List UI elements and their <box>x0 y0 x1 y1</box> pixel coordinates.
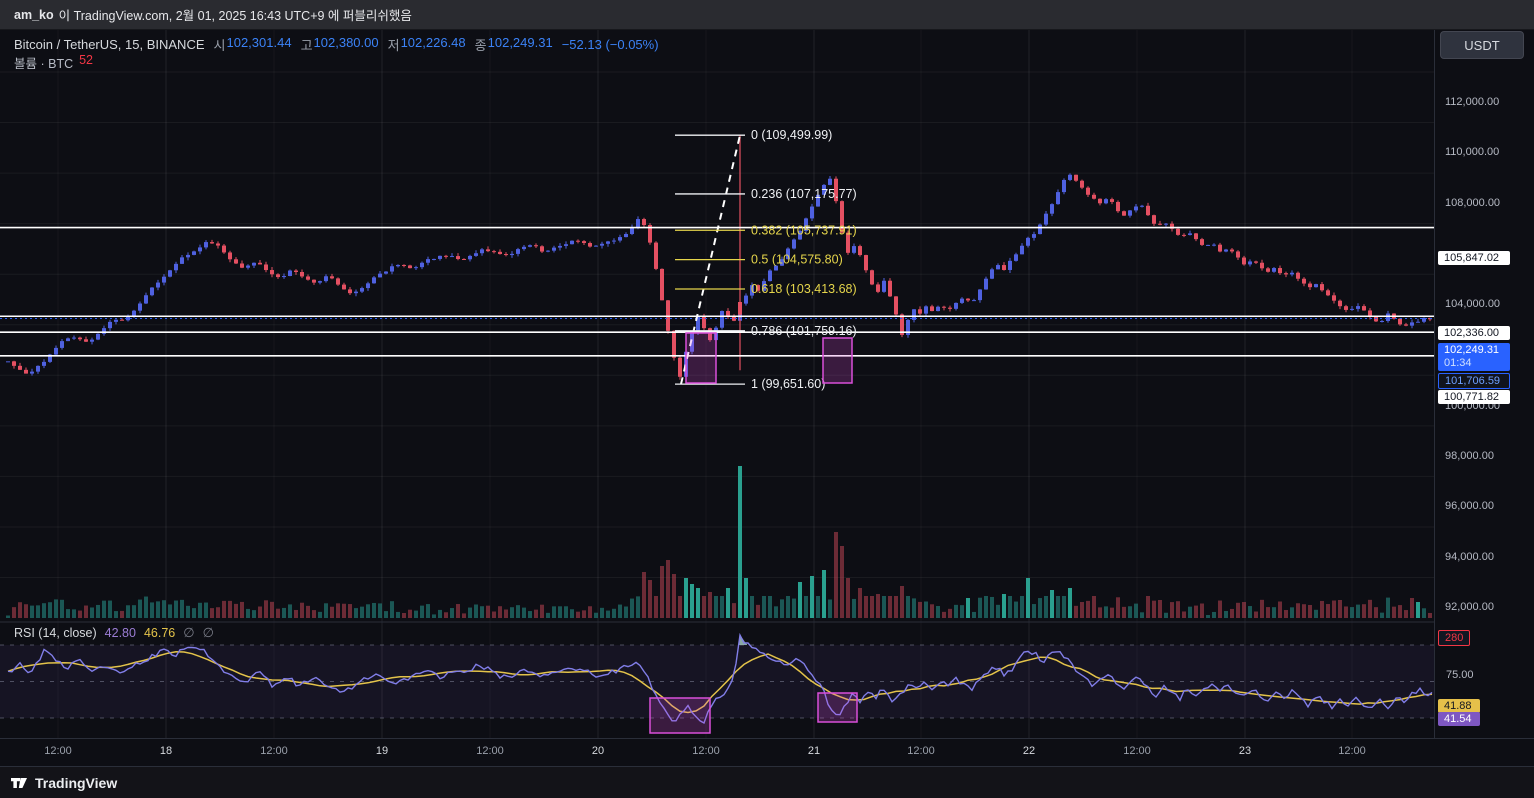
axis-badge-blue: 102,249.31 01:34 <box>1438 343 1510 371</box>
rsi-title[interactable]: RSI (14, close) <box>14 626 97 640</box>
ohlc-close: 종 102,249.31 <box>474 35 553 53</box>
price-axis-tick: 98,000.00 <box>1445 450 1494 462</box>
axis-badge-white: 105,847.02 <box>1438 251 1510 265</box>
time-tick-day: 18 <box>159 745 173 757</box>
rsi-line <box>7 632 1433 725</box>
axis-badge-white: 102,336.00 <box>1438 326 1510 340</box>
ohlc-open: 시 102,301.44 <box>213 35 292 53</box>
fib-level-label: 1 (99,651.60) <box>751 377 825 391</box>
time-tick-day: 22 <box>1022 745 1036 757</box>
time-tick: 12:00 <box>1123 745 1151 757</box>
axis-badge-yellow: 41.88 <box>1438 699 1480 713</box>
publish-info-text: 이 TradingView.com, 2월 01, 2025 16:43 UTC… <box>58 9 412 23</box>
eye-icon[interactable]: ∅ <box>183 625 195 640</box>
time-tick-day: 23 <box>1238 745 1252 757</box>
time-tick-day: 21 <box>807 745 821 757</box>
axis-badge-plain: 75.00 <box>1446 669 1474 681</box>
axis-badge-outline: 101,706.59 <box>1438 373 1510 389</box>
ohlc-high: 고 102,380.00 <box>300 35 379 53</box>
price-change: −52.13 (−0.05%) <box>561 37 659 52</box>
volume-label: 볼륨 · BTC <box>14 57 74 71</box>
time-tick-day: 20 <box>591 745 605 757</box>
price-axis-tick: 96,000.00 <box>1445 500 1494 512</box>
highlight-box[interactable] <box>817 692 858 723</box>
time-tick: 12:00 <box>1338 745 1366 757</box>
volume-legend[interactable]: 볼륨 · BTC 52 <box>14 53 93 72</box>
time-tick: 12:00 <box>260 745 288 757</box>
rsi-value: 42.80 <box>104 626 136 640</box>
price-axis-tick: 112,000.00 <box>1445 96 1500 108</box>
highlight-box[interactable] <box>649 697 711 734</box>
symbol-title[interactable]: Bitcoin / TetherUS, 15, BINANCE <box>14 37 205 52</box>
fib-level-label: 0.382 (105,737.91) <box>751 223 857 237</box>
price-axis-tick: 110,000.00 <box>1445 146 1500 158</box>
fib-retracement[interactable]: 0 (109,499.99) 0.236 (107,175.77) 0.382 (1… <box>675 128 857 391</box>
footer-bar: TradingView <box>0 766 1534 798</box>
rsi-band-layer <box>0 644 1434 719</box>
rsi-ma-value: 46.76 <box>143 626 176 640</box>
time-tick: 12:00 <box>692 745 720 757</box>
price-axis[interactable]: 112,000.00 110,000.00 108,000.00 104,000.00… <box>1434 30 1534 754</box>
fib-trend-line[interactable] <box>680 134 741 385</box>
time-tick: 12:00 <box>44 745 72 757</box>
tradingview-logo-icon[interactable] <box>10 774 28 792</box>
symbol-legend[interactable]: Bitcoin / TetherUS, 15, BINANCE 시 102,30… <box>14 35 659 54</box>
publisher-username[interactable]: am_ko <box>14 7 54 22</box>
axis-badge-purple: 41.54 <box>1438 712 1480 726</box>
rsi-ma-line <box>7 651 1433 714</box>
volume-layer <box>6 466 1432 618</box>
fib-level-label: 0.5 (104,575.80) <box>751 253 843 267</box>
time-axis[interactable]: 12:00 18 12:00 19 12:00 20 12:00 21 12:00 22 12:00… <box>0 738 1534 767</box>
time-tick: 12:00 <box>476 745 504 757</box>
candles-layer <box>6 135 1432 380</box>
price-axis-tick: 104,000.00 <box>1445 298 1501 310</box>
publish-bar: am_ko 이 TradingView.com, 2월 01, 2025 16:… <box>0 0 1534 30</box>
rsi-legend[interactable]: RSI (14, close) 42.80 46.76 ∅ ∅ <box>14 625 214 641</box>
ohlc-low: 저 102,226.48 <box>387 35 466 53</box>
tradingview-brand-text[interactable]: TradingView <box>35 774 118 791</box>
volume-value: 52 <box>79 53 94 67</box>
highlight-box[interactable] <box>822 337 853 384</box>
price-axis-tick: 92,000.00 <box>1445 601 1494 613</box>
chart-canvas[interactable]: 0 (109,499.99) 0.236 (107,175.77) 0.382 (1… <box>0 30 1434 738</box>
fib-level-label: 0 (109,499.99) <box>751 128 832 142</box>
more-icon[interactable]: ∅ <box>202 625 214 640</box>
time-tick: 12:00 <box>907 745 935 757</box>
axis-badge-red: 280 <box>1438 630 1471 646</box>
fib-level-label: 0.786 (101,759.16) <box>751 324 857 338</box>
price-axis-tick: 94,000.00 <box>1445 551 1494 563</box>
currency-toggle-button[interactable]: USDT <box>1440 31 1524 59</box>
fib-level-label: 0.618 (103,413.68) <box>751 282 857 296</box>
price-axis-tick: 108,000.00 <box>1445 197 1501 209</box>
axis-badge-white: 100,771.82 <box>1438 390 1510 404</box>
highlight-box[interactable] <box>685 332 717 384</box>
fib-level-label: 0.236 (107,175.77) <box>751 187 857 201</box>
time-tick-day: 19 <box>375 745 389 757</box>
